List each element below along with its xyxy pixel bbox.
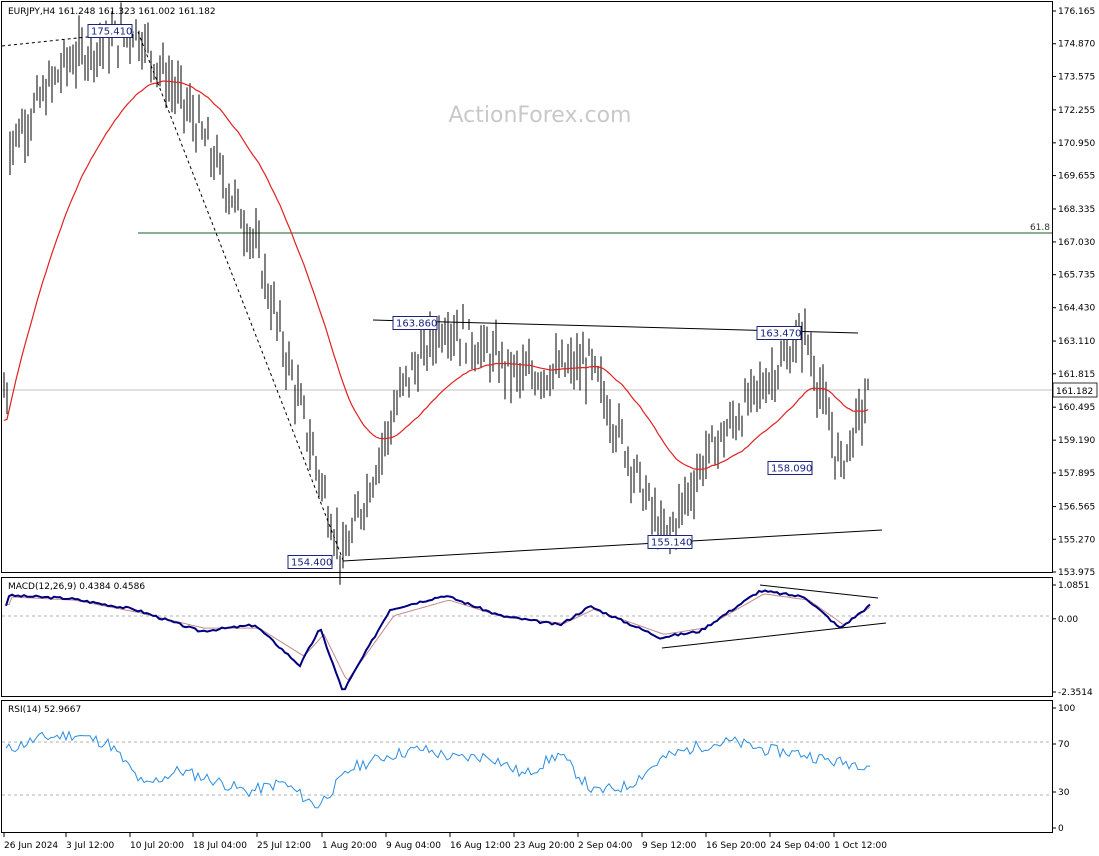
price-tick-label: 173.575 xyxy=(1058,72,1095,82)
price-tick-label: 163.110 xyxy=(1058,337,1095,347)
price-tick-label: 168.335 xyxy=(1058,205,1095,215)
price-pane-frame xyxy=(1,1,1053,573)
price-tick-label: 153.975 xyxy=(1058,568,1095,578)
symbol-header: EURJPY,H4 161.248 161.323 161.002 161.18… xyxy=(8,7,216,17)
macd-tick-label: -2.3514 xyxy=(1058,688,1093,698)
price-tick-label: 159.190 xyxy=(1058,436,1095,446)
macd-label: MACD(12,26,9) 0.4384 0.4586 xyxy=(8,582,145,592)
time-tick-label: 10 Jul 20:00 xyxy=(130,841,184,851)
price-label-text: 163.860 xyxy=(396,319,437,330)
price-tick-label: 160.495 xyxy=(1058,403,1095,413)
price-label-text: 154.400 xyxy=(291,558,332,569)
time-tick-label: 25 Jul 12:00 xyxy=(257,841,311,851)
rsi-tick-label: 70 xyxy=(1058,740,1070,750)
time-tick-label: 24 Sep 04:00 xyxy=(770,841,830,851)
moving-average-line xyxy=(3,80,869,470)
price-tick-label: 155.270 xyxy=(1058,535,1095,545)
current-price-value: 161.182 xyxy=(1056,387,1093,397)
rsi-tick-label: 30 xyxy=(1058,788,1070,798)
rsi-line xyxy=(5,730,870,809)
price-labels: 175.410 163.860 163.470 158.090 155.140 154.4… xyxy=(87,24,813,569)
rsi-label: RSI(14) 52.9667 xyxy=(8,705,81,715)
price-tick-label: 176.165 xyxy=(1058,7,1095,17)
macd-pane-frame xyxy=(1,577,1053,697)
price-label-text: 158.090 xyxy=(771,464,812,475)
rsi-tick-label: 0 xyxy=(1058,824,1064,834)
price-tick-label: 174.870 xyxy=(1058,40,1095,50)
rsi-axis: 100 70 30 0 xyxy=(1052,704,1075,834)
price-tick-label: 172.255 xyxy=(1058,106,1095,116)
current-price-tag: 161.182 xyxy=(1052,382,1098,398)
macd-axis: 1.0851 0.00 -2.3514 xyxy=(1052,581,1093,698)
price-tick-label: 161.815 xyxy=(1058,370,1095,380)
price-label-box xyxy=(287,555,333,569)
macd-trendline-upper xyxy=(759,584,879,599)
price-label-box xyxy=(392,316,438,330)
price-label-text: 163.470 xyxy=(760,329,801,340)
time-tick-label: 9 Sep 12:00 xyxy=(642,841,697,851)
time-tick-label: 16 Aug 12:00 xyxy=(450,841,511,851)
macd-tick-label: 0.00 xyxy=(1058,615,1078,625)
macd-line xyxy=(5,589,871,691)
price-tick-label: 164.430 xyxy=(1058,304,1095,314)
time-tick-label: 3 Jul 12:00 xyxy=(66,841,115,851)
time-tick-label: 9 Aug 04:00 xyxy=(386,841,441,851)
price-tick-label: 156.565 xyxy=(1058,503,1095,513)
time-axis: 26 Jun 2024 3 Jul 12:00 10 Jul 20:00 18 Jul… xyxy=(3,832,887,851)
price-label-box xyxy=(767,461,813,475)
price-tick-label: 165.735 xyxy=(1058,271,1095,281)
price-tick-label: 169.655 xyxy=(1058,172,1095,182)
trendline-dotted-drop xyxy=(137,31,344,561)
time-tick-label: 1 Oct 12:00 xyxy=(834,841,887,851)
trendline-lower xyxy=(342,529,883,562)
time-tick-label: 16 Sep 20:00 xyxy=(706,841,766,851)
price-label-box xyxy=(756,326,802,340)
price-tick-label: 157.895 xyxy=(1058,469,1095,479)
price-label-text: 155.140 xyxy=(651,538,692,549)
watermark: ActionForex.com xyxy=(449,103,632,128)
price-label-box xyxy=(647,535,693,549)
time-tick-label: 1 Aug 20:00 xyxy=(322,841,377,851)
current-price-box xyxy=(1052,382,1098,398)
time-tick-label: 23 Aug 20:00 xyxy=(514,841,575,851)
fib-label: 61.8 xyxy=(1030,223,1050,233)
rsi-pane-frame xyxy=(1,700,1053,833)
price-axis: 176.165 174.870 173.575 172.255 170.950 169.6… xyxy=(1052,7,1095,578)
time-tick-label: 26 Jun 2024 xyxy=(4,841,58,851)
price-tick-label: 167.030 xyxy=(1058,238,1095,248)
macd-trendline-lower xyxy=(661,622,887,649)
price-tick-label: 170.950 xyxy=(1058,139,1095,149)
rsi-tick-label: 100 xyxy=(1058,704,1075,714)
macd-tick-label: 1.0851 xyxy=(1058,581,1090,591)
price-label-text: 175.410 xyxy=(91,27,132,38)
fib-61-8-line: 61.8 xyxy=(138,223,1052,234)
price-label-box xyxy=(87,24,133,38)
time-tick-label: 18 Jul 04:00 xyxy=(193,841,247,851)
time-tick-label: 2 Sep 04:00 xyxy=(578,841,633,851)
